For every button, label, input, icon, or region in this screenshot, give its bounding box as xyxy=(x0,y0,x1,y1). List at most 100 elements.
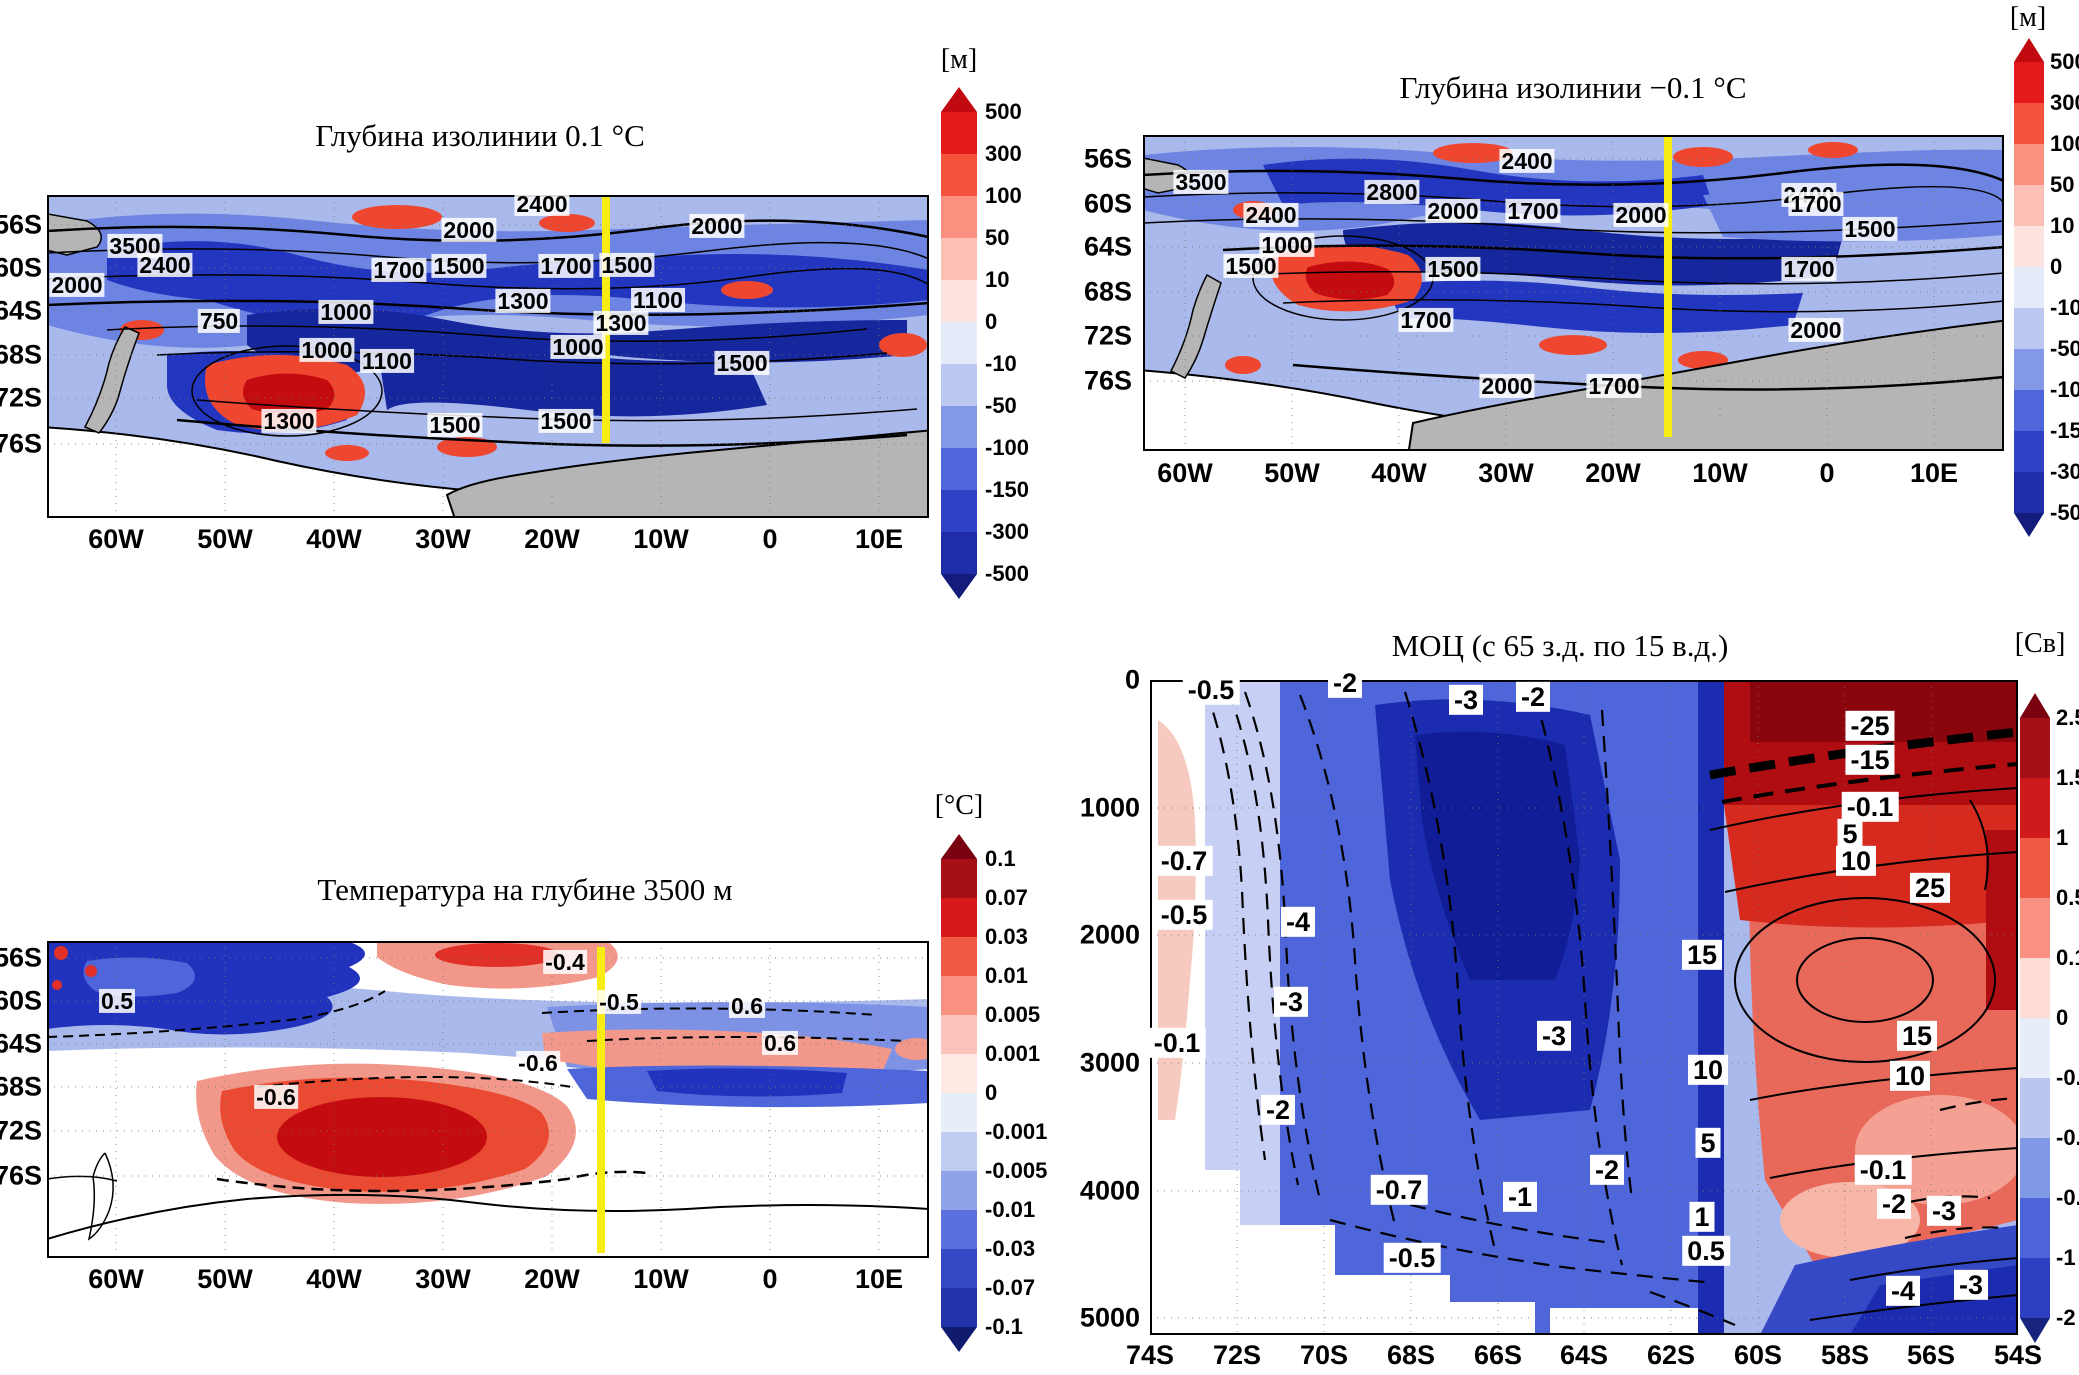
colorbar-segment xyxy=(941,937,977,976)
contour-label: 2000 xyxy=(441,216,497,243)
antarctica-land xyxy=(1407,319,2004,451)
colorbar-tick-label: 100 xyxy=(985,183,1022,208)
colorbar-segment xyxy=(2020,838,2050,898)
x-tick-label: 60W xyxy=(88,524,144,554)
colorbar-tick-label: 0.03 xyxy=(985,924,1028,949)
contour-label: 2000 xyxy=(1613,201,1669,228)
colorbar-segment xyxy=(2014,513,2044,537)
colorbar-segment xyxy=(2020,1018,2050,1078)
contour-label: 1500 xyxy=(1223,252,1279,279)
contour-label: 1700 xyxy=(1781,255,1837,282)
map-b xyxy=(1143,135,2004,451)
contour-label: -25 xyxy=(1845,710,1895,742)
colorbar-tick-label: -300 xyxy=(2050,459,2079,484)
contour-label: -0.1 xyxy=(1841,791,1899,823)
colorbar-segment xyxy=(2014,185,2044,226)
x-tick-label: 0 xyxy=(1819,458,1835,488)
panel-b-colorbar-unit: [м] xyxy=(2009,2,2047,33)
colorbar-segment xyxy=(2014,144,2044,185)
colorbar-segment xyxy=(941,322,977,364)
contour-label: 25 xyxy=(1909,872,1951,904)
colorbar-tick-label: -0.07 xyxy=(985,1275,1036,1300)
colorbar-segment xyxy=(941,859,977,898)
x-tick-label: 54S xyxy=(1993,1340,2043,1370)
contour-label: -3 xyxy=(1953,1269,1989,1301)
depth-tick-label: 5000 xyxy=(1079,1302,1140,1333)
colorbar-tick-label: -0.1 xyxy=(2056,1065,2079,1090)
depth-tick-label: 4000 xyxy=(1079,1175,1140,1206)
contour-label: -4 xyxy=(1885,1275,1921,1307)
contour-label: 2000 xyxy=(1479,372,1535,399)
colorbar-tick-label: 500 xyxy=(2050,49,2079,74)
map-a xyxy=(47,195,929,518)
colorbar-segment xyxy=(941,898,977,937)
colorbar-tick-label: 50 xyxy=(2050,172,2075,197)
colorbar-tick-label: -10 xyxy=(2050,295,2079,320)
y-tick-label: 68S xyxy=(1083,276,1132,307)
colorbar-segment xyxy=(2014,349,2044,390)
colorbar-tick-label: -100 xyxy=(985,435,1030,460)
x-tick-label: 62S xyxy=(1646,1340,1696,1370)
colorbar-segment xyxy=(941,490,977,532)
x-tick-label: 68S xyxy=(1386,1340,1436,1370)
contour-label: 1700 xyxy=(371,256,427,283)
meridian-highlight-line xyxy=(597,947,605,1253)
contour-label: 1700 xyxy=(538,252,594,279)
x-tick-label: 0 xyxy=(762,524,778,554)
colorbar-segment xyxy=(2014,62,2044,103)
x-tick-label: 0 xyxy=(762,1264,778,1294)
x-tick-label: 10W xyxy=(1692,458,1748,488)
x-tick-label: 10E xyxy=(1909,458,1959,488)
contour-label: 1500 xyxy=(599,251,655,278)
colorbar-segment xyxy=(941,574,977,599)
contour-label: 0.6 xyxy=(762,1029,798,1056)
contour-label: 1700 xyxy=(1398,306,1454,333)
colorbar-segment xyxy=(941,1132,977,1171)
contour-label: -0.6 xyxy=(254,1083,298,1110)
colorbar-b xyxy=(2014,38,2044,537)
contour-label: 1000 xyxy=(1259,231,1315,258)
contour-label: 1100 xyxy=(631,286,685,313)
depth-tick-label: 1000 xyxy=(1079,792,1140,823)
y-tick-label: 56S xyxy=(0,942,42,973)
antarctic-peninsula xyxy=(1169,273,1222,379)
colorbar-a xyxy=(941,87,977,599)
contour-label: 15 xyxy=(1681,939,1723,971)
depth-tick-label: 0 xyxy=(1124,664,1140,695)
y-tick-label: 60S xyxy=(0,252,42,283)
y-tick-label: 60S xyxy=(0,985,42,1016)
panel-a-colorbar-unit: [м] xyxy=(940,44,978,75)
map-v xyxy=(47,941,929,1258)
y-tick-label: 76S xyxy=(0,428,42,459)
colorbar-segment xyxy=(941,406,977,448)
colorbar-segment xyxy=(2014,390,2044,431)
contour-label: 2400 xyxy=(514,190,570,217)
contour-label: 1000 xyxy=(550,333,606,360)
y-tick-label: 72S xyxy=(0,1115,42,1146)
contour-label: 3500 xyxy=(1173,168,1229,195)
colorbar-segment xyxy=(941,280,977,322)
x-tick-label: 60W xyxy=(1157,458,1213,488)
colorbar-tick-label: 100 xyxy=(2050,131,2079,156)
contour-label: 1500 xyxy=(1425,255,1481,282)
x-tick-label: 66S xyxy=(1473,1340,1523,1370)
colorbar-tick-label: -150 xyxy=(2050,418,2079,443)
x-tick-label: 72S xyxy=(1212,1340,1262,1370)
contour-label: 1700 xyxy=(1788,190,1844,217)
x-tick-label: 30W xyxy=(415,1264,471,1294)
contour-label: -2 xyxy=(1260,1094,1296,1126)
x-tick-label: 64S xyxy=(1559,1340,1609,1370)
contour-label: 750 xyxy=(197,307,241,334)
colorbar-segment xyxy=(941,1327,977,1352)
colorbar-tick-label: -50 xyxy=(985,393,1017,418)
contour-label: -2 xyxy=(1327,667,1363,699)
panel-g-title: МОЦ (с 65 з.д. по 15 в.д.) xyxy=(1391,628,1729,663)
contour-label: -3 xyxy=(1926,1195,1962,1227)
colorbar-tick-label: -0.2 xyxy=(2056,1125,2079,1150)
y-tick-label: 64S xyxy=(0,1028,42,1059)
contour-label: 1500 xyxy=(538,407,594,434)
colorbar-tick-label: -100 xyxy=(2050,377,2079,402)
contour-label: 2000 xyxy=(49,271,105,298)
colorbar-segment xyxy=(941,448,977,490)
